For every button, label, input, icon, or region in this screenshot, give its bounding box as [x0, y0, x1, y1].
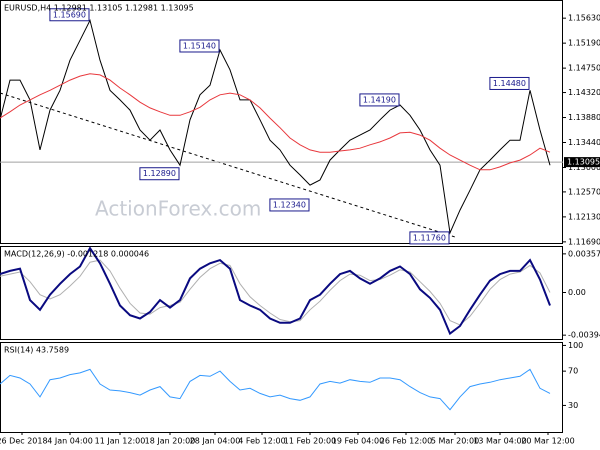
series-line — [0, 246, 551, 336]
y-tick-label: -0.003945 — [568, 331, 600, 340]
annotation-box — [359, 93, 400, 107]
series-line — [0, 73, 551, 171]
y-tick-label: 0.00 — [568, 288, 586, 297]
x-tick-label: 13 Mar 04:00 — [473, 437, 526, 446]
annotation-box — [489, 76, 530, 90]
x-tick-label: 26 Dec 2018 — [0, 437, 48, 446]
panel-title: RSI(14) 43.7589 — [4, 346, 69, 355]
trend-line — [0, 92, 456, 238]
x-tick-label: 4 Feb 12:00 — [238, 437, 285, 446]
y-tick-label: 1.15190 — [568, 39, 600, 48]
y-tick-label: 1.13880 — [568, 113, 600, 122]
annotation-box — [49, 8, 90, 22]
series-line — [0, 368, 551, 411]
x-tick-label: 20 Mar 12:00 — [521, 437, 574, 446]
y-tick-label: 1.12130 — [568, 212, 600, 221]
y-tick-label: 100 — [568, 341, 583, 350]
x-tick-label: 19 Feb 04:00 — [332, 437, 384, 446]
y-tick-label: 1.13440 — [568, 138, 600, 147]
x-tick-label: 28 Jan 04:00 — [190, 437, 241, 446]
panel-title: MACD(12,26,9) -0.001218 0.000046 — [4, 250, 149, 259]
annotation-label: 1.12340 — [273, 200, 306, 209]
last-price-label: 1.13095 — [567, 158, 600, 167]
y-tick-label: 1.14750 — [568, 64, 600, 73]
annotation-box — [179, 39, 220, 53]
annotation-label: 1.11760 — [413, 233, 446, 242]
annotation-box — [269, 198, 310, 212]
watermark: ActionForex.com — [95, 197, 261, 221]
y-tick-label: 0.003573 — [568, 249, 600, 258]
annotation-label: 1.14190 — [363, 95, 396, 104]
annotation-label: 1.12890 — [143, 169, 176, 178]
panel-frame — [0, 342, 563, 433]
annotation-box — [409, 231, 450, 245]
series-line — [0, 259, 551, 326]
panel-frame — [0, 0, 563, 244]
y-tick-label: 1.13000 — [568, 163, 600, 172]
x-tick-label: 26 Feb 12:00 — [380, 437, 432, 446]
x-tick-label: 5 Mar 20:00 — [431, 437, 479, 446]
series-line — [0, 18, 551, 235]
x-tick-label: 4 Jan 04:00 — [47, 437, 93, 446]
x-tick-label: 11 Feb 20:00 — [284, 437, 336, 446]
y-tick-label: 1.12570 — [568, 187, 600, 196]
annotation-box — [139, 167, 180, 181]
y-tick-label: 1.14320 — [568, 88, 600, 97]
y-tick-label: 70 — [568, 367, 578, 376]
annotation-label: 1.14480 — [493, 79, 526, 88]
panel-frame — [0, 246, 563, 340]
panel-title: EURUSD,H4 1.12981 1.13105 1.12981 1.1309… — [4, 4, 194, 13]
x-tick-label: 11 Jan 12:00 — [95, 437, 146, 446]
x-tick-label: 18 Jan 20:00 — [145, 437, 196, 446]
last-price-box — [564, 157, 600, 168]
annotation-label: 1.15140 — [183, 41, 216, 50]
y-tick-label: 1.15630 — [568, 14, 600, 23]
annotation-label: 1.15690 — [53, 10, 86, 19]
y-tick-label: 30 — [568, 401, 578, 410]
y-tick-label: 1.11690 — [568, 237, 600, 246]
